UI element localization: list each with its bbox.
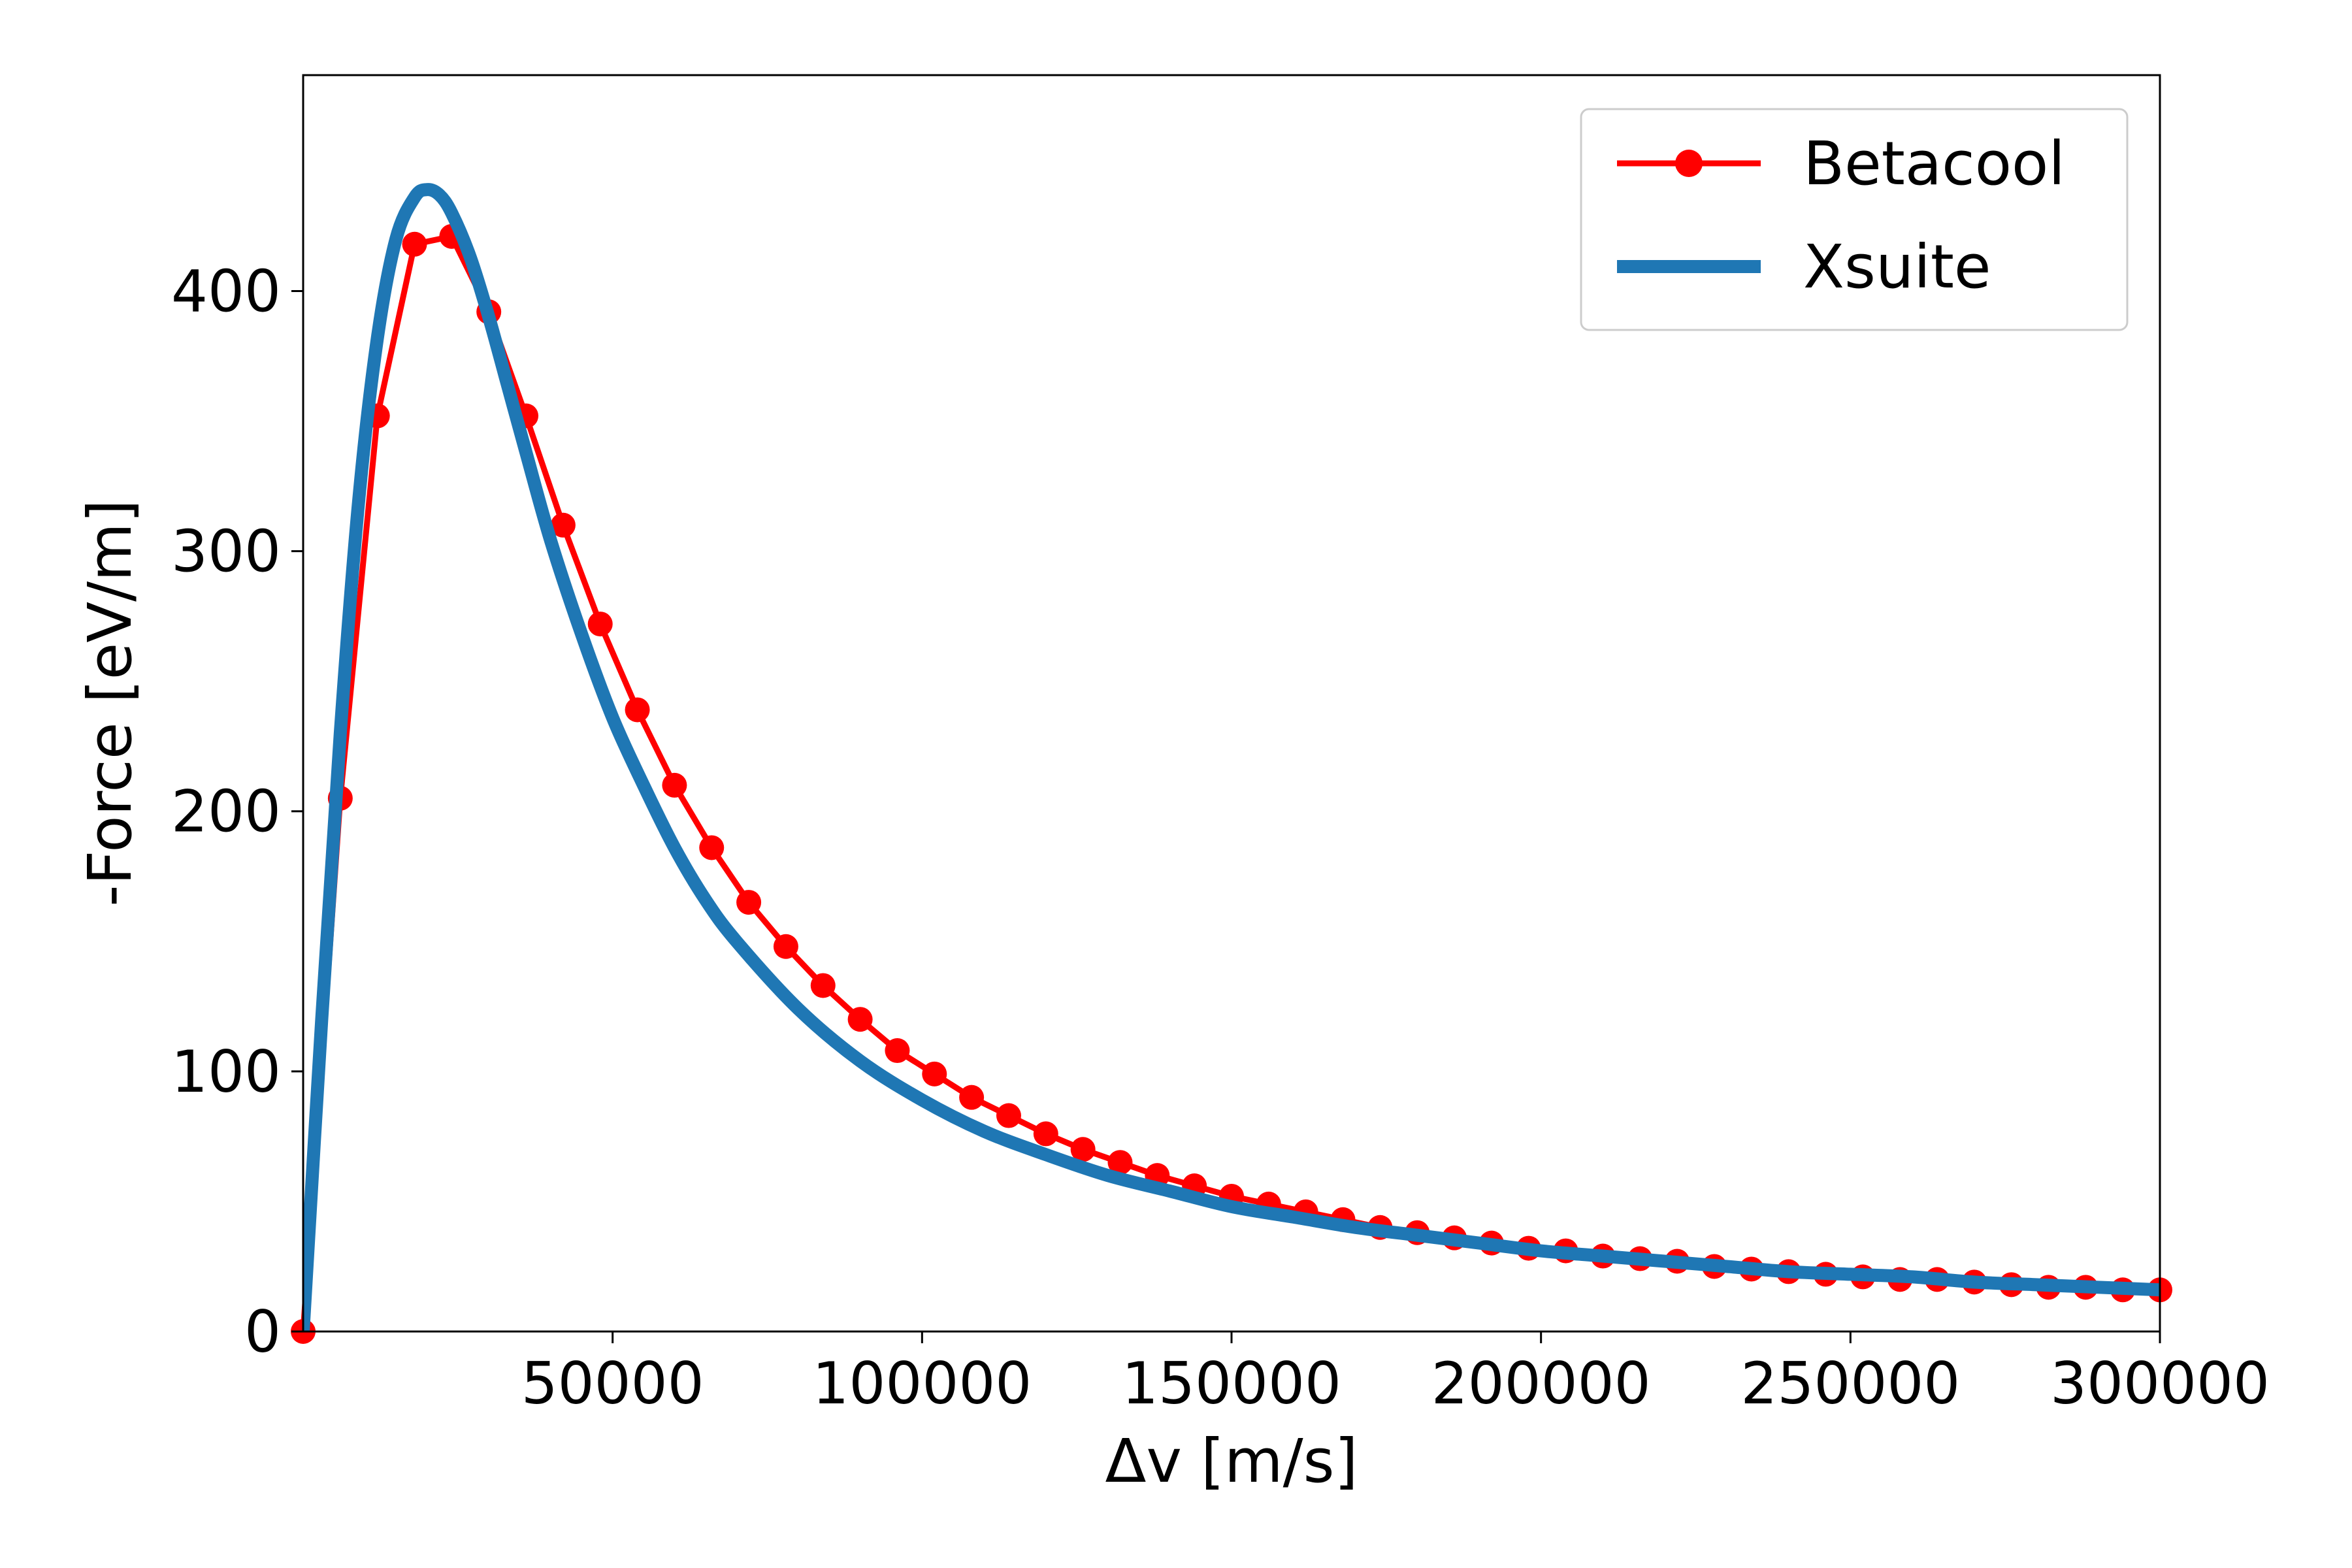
legend-label-xsuite: Xsuite: [1803, 232, 1991, 302]
betacool-point: [736, 890, 762, 915]
betacool-point: [996, 1103, 1021, 1128]
y-tick-label: 0: [244, 1298, 281, 1365]
betacool-point: [550, 512, 576, 538]
y-tick-label: 400: [171, 257, 281, 325]
y-axis-label: -Force [eV/m]: [75, 499, 145, 906]
legend-betacool-marker: [1675, 150, 1703, 177]
x-tick-label: 200000: [1431, 1350, 1651, 1417]
x-axis-label: Δv [m/s]: [1105, 1426, 1358, 1496]
x-tick-label: 150000: [1122, 1350, 1341, 1417]
betacool-point: [773, 934, 798, 959]
betacool-point: [959, 1085, 985, 1110]
x-tick-label: 250000: [1740, 1350, 1960, 1417]
betacool-point: [847, 1007, 873, 1032]
legend-label-betacool: Betacool: [1803, 129, 2065, 199]
x-tick-label: 100000: [812, 1350, 1032, 1417]
betacool-point: [587, 612, 613, 637]
y-tick-label: 100: [171, 1038, 281, 1105]
betacool-point: [1070, 1137, 1096, 1162]
betacool-point: [625, 697, 650, 723]
betacool-point: [402, 231, 427, 257]
betacool-point: [662, 772, 687, 798]
betacool-point: [810, 973, 836, 998]
betacool-point: [885, 1038, 910, 1064]
x-tick-label: 50000: [521, 1350, 704, 1417]
y-axis: 0 100 200 300 400: [171, 257, 303, 1365]
x-tick-label: 300000: [2050, 1350, 2270, 1417]
series-xsuite: [303, 183, 2160, 1331]
series-layer: [291, 183, 2172, 1344]
betacool-point: [922, 1061, 947, 1086]
y-tick-label: 300: [171, 518, 281, 585]
legend: Betacool Xsuite: [1580, 108, 2129, 331]
betacool-point: [1033, 1121, 1058, 1147]
x-axis: 50000 100000 150000 200000 250000 300000: [521, 1331, 2270, 1417]
betacool-point: [1107, 1150, 1133, 1175]
betacool-point: [699, 835, 725, 860]
y-tick-label: 200: [171, 778, 281, 845]
xsuite-line: [303, 183, 2160, 1331]
